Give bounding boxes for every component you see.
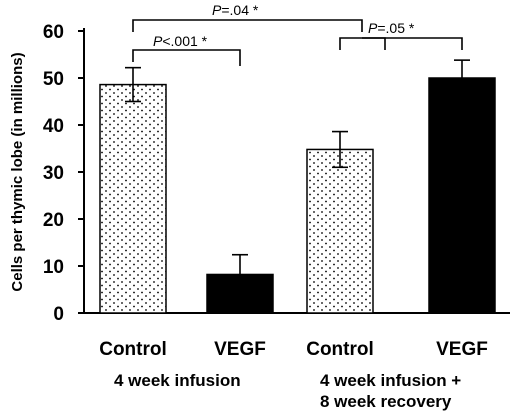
y-tick-label: 10 <box>43 257 64 278</box>
bracket-outer <box>132 19 363 32</box>
group-label-infusion: 4 week infusion <box>114 371 241 390</box>
category-label: VEGF <box>436 339 488 360</box>
bars <box>99 77 496 314</box>
y-axis-label: Cells per thymic lobe (in millions) <box>9 52 26 291</box>
bracket-right-a <box>339 37 386 50</box>
category-label: Control <box>99 339 167 360</box>
significance-brackets <box>132 19 463 66</box>
bracket-right-b <box>362 37 463 50</box>
y-tick-label: 40 <box>43 116 64 137</box>
error-bars <box>125 59 470 296</box>
y-axis-ticks: 0 10 20 30 40 50 60 <box>43 22 84 325</box>
y-tick-label: 50 <box>43 69 64 90</box>
category-labels: Control VEGF Control VEGF <box>99 339 488 360</box>
bracket-left <box>132 49 241 66</box>
group-label-recovery-line2: 8 week recovery <box>320 392 452 411</box>
bar <box>428 77 496 314</box>
bar <box>99 83 167 314</box>
bar <box>306 148 374 314</box>
p-value-annotation-recovery: P=.05 * <box>368 20 415 36</box>
p-value-annotation-infusion: P<.001 * <box>153 33 208 49</box>
group-label-recovery-line1: 4 week infusion + <box>320 371 461 390</box>
y-tick-label: 60 <box>43 22 64 43</box>
category-label: Control <box>306 339 374 360</box>
category-label: VEGF <box>214 339 266 360</box>
p-value-annotation-overall: P=.04 * <box>212 2 259 18</box>
y-tick-label: 30 <box>43 163 64 184</box>
y-tick-label: 20 <box>43 210 64 231</box>
y-tick-label: 0 <box>53 304 64 325</box>
